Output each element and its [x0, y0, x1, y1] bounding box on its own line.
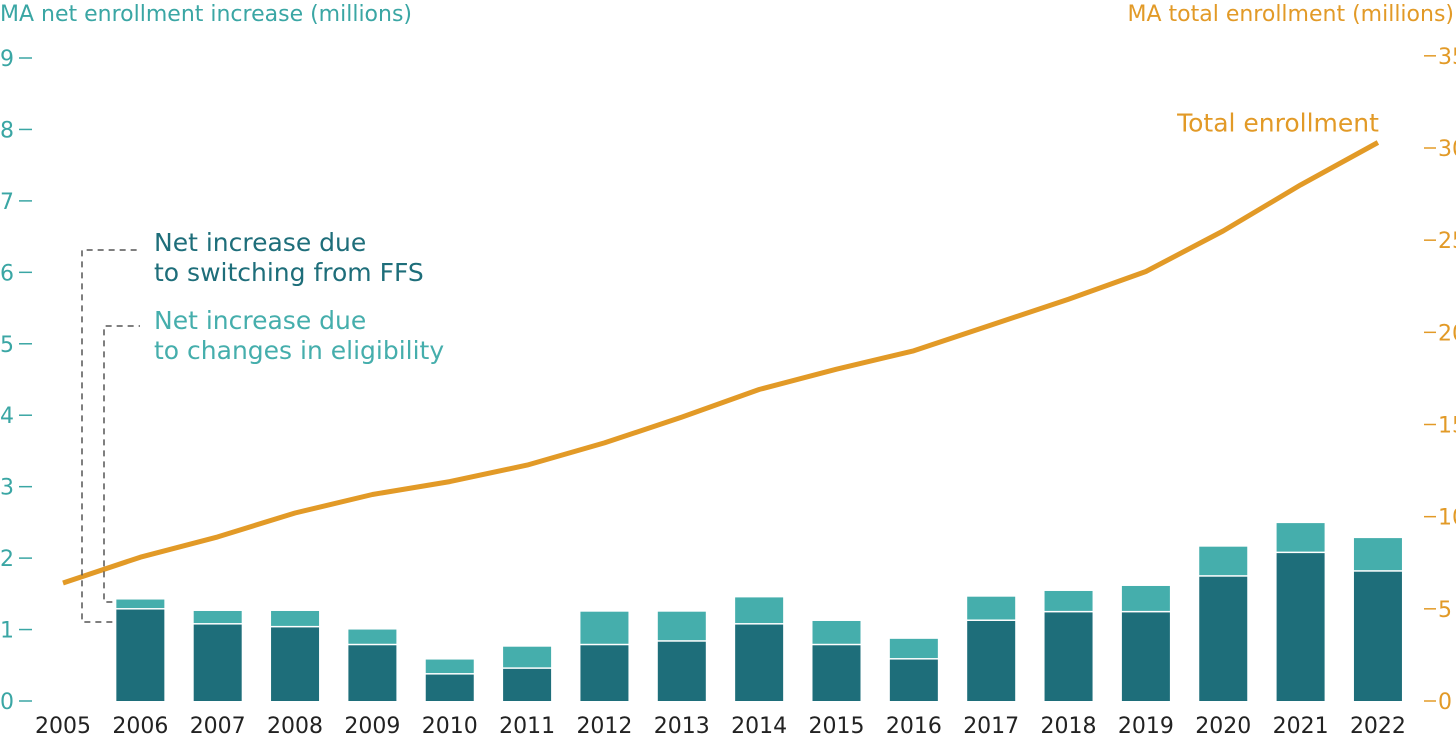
x-tick-label: 2017 [963, 714, 1019, 736]
bar-switching-2013 [657, 641, 706, 701]
x-tick-label: 2020 [1195, 714, 1251, 736]
left-tick-label: 1 [0, 619, 14, 644]
x-tick-label: 2008 [267, 714, 323, 736]
bar-eligibility-2010 [425, 659, 474, 674]
bar-switching-2009 [348, 645, 397, 701]
x-tick-label: 2009 [344, 714, 400, 736]
bar-eligibility-2022 [1353, 538, 1402, 571]
right-tick-label: 30 [1438, 137, 1456, 162]
right-tick-label: 0 [1438, 690, 1452, 715]
x-tick-label: 2013 [654, 714, 710, 736]
x-axis: 2005 2006 2007 2008 2009 2010 2011 2012 2013 2014… [35, 714, 1406, 736]
x-tick-label: 2012 [576, 714, 632, 736]
right-axis-title: MA total enrollment (millions) [1128, 2, 1455, 27]
bar-switching-2017 [967, 620, 1016, 701]
bar-eligibility-2012 [580, 611, 629, 644]
x-tick-label: 2014 [731, 714, 787, 736]
x-tick-label: 2005 [35, 714, 91, 736]
bar-switching-2010 [425, 674, 474, 701]
bar-eligibility-2020 [1199, 546, 1248, 576]
bar-switching-2019 [1121, 612, 1170, 701]
x-tick-label: 2016 [886, 714, 942, 736]
bar-eligibility-2016 [889, 638, 938, 659]
right-tick-label: 5 [1438, 598, 1452, 623]
bar-eligibility-2011 [503, 646, 552, 668]
bar-switching-2006 [116, 609, 165, 701]
total-enrollment-line [62, 140, 1380, 586]
legend-label-eligibility: to changes in eligibility [154, 336, 444, 365]
bar-eligibility-2018 [1044, 590, 1093, 611]
left-tick-label: 9 [0, 47, 14, 72]
bar-eligibility-2013 [657, 611, 706, 641]
right-tick-label: 10 [1438, 506, 1456, 531]
left-tick-label: 4 [0, 404, 14, 429]
legend-label-eligibility: Net increase due [154, 306, 366, 335]
total-enrollment-label: Total enrollment [1176, 108, 1379, 137]
line-series: Total enrollment [62, 108, 1380, 586]
bar-switching-2007 [193, 624, 242, 701]
bar-switching-2011 [503, 668, 552, 701]
bar-switching-2020 [1199, 576, 1248, 701]
bar-eligibility-2019 [1121, 585, 1170, 611]
x-tick-label: 2022 [1350, 714, 1406, 736]
bar-switching-2012 [580, 645, 629, 701]
left-tick-label: 0 [0, 690, 14, 715]
bar-switching-2018 [1044, 612, 1093, 701]
left-tick-label: 8 [0, 118, 14, 143]
right-tick-label: 35 [1438, 45, 1456, 70]
left-tick-label: 3 [0, 476, 14, 501]
bar-eligibility-2014 [735, 597, 784, 624]
left-tick-label: 6 [0, 261, 14, 286]
left-tick-label: 7 [0, 190, 14, 215]
legend-leader-eligibility [103, 325, 140, 603]
x-tick-label: 2018 [1041, 714, 1097, 736]
x-tick-label: 2010 [422, 714, 478, 736]
x-tick-label: 2007 [190, 714, 246, 736]
bar-eligibility-2007 [193, 610, 242, 624]
legend-label-switching: to switching from FFS [154, 258, 424, 287]
bar-eligibility-2017 [967, 596, 1016, 620]
left-axis-title: MA net enrollment increase (millions) [0, 2, 412, 27]
x-tick-label: 2011 [499, 714, 555, 736]
bar-eligibility-2008 [271, 610, 320, 626]
x-tick-label: 2019 [1118, 714, 1174, 736]
bar-switching-2021 [1276, 553, 1325, 701]
legend-leader-switching [81, 249, 140, 623]
bar-eligibility-2021 [1276, 523, 1325, 552]
bar-series [116, 523, 1402, 701]
right-axis: 0 5 10 15 20 25 30 35 [1424, 45, 1456, 715]
bar-eligibility-2006 [116, 599, 165, 609]
x-tick-label: 2021 [1273, 714, 1329, 736]
bar-switching-2014 [735, 624, 784, 701]
left-tick-label: 5 [0, 333, 14, 358]
x-tick-label: 2006 [112, 714, 168, 736]
left-tick-label: 2 [0, 547, 14, 572]
right-tick-label: 20 [1438, 321, 1456, 346]
legend-label-switching: Net increase due [154, 228, 366, 257]
bar-switching-2016 [889, 659, 938, 701]
bar-switching-2022 [1353, 571, 1402, 701]
x-tick-label: 2015 [809, 714, 865, 736]
bar-switching-2015 [812, 645, 861, 701]
right-tick-label: 25 [1438, 229, 1456, 254]
bar-switching-2008 [271, 627, 320, 701]
bar-eligibility-2009 [348, 629, 397, 644]
bar-eligibility-2015 [812, 620, 861, 644]
left-axis: 0 1 2 3 4 5 6 7 8 9 [0, 47, 32, 715]
right-tick-label: 15 [1438, 414, 1456, 439]
